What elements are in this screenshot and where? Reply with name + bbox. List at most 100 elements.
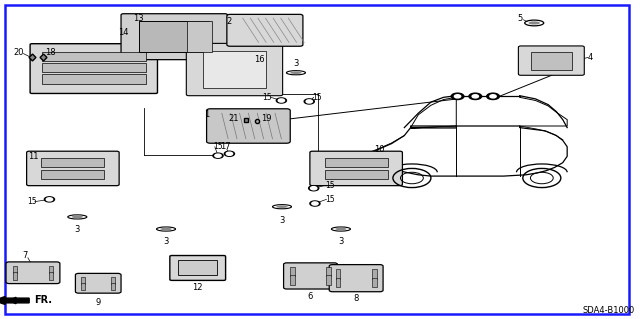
- Circle shape: [225, 151, 234, 156]
- Circle shape: [451, 93, 464, 100]
- Text: 9: 9: [95, 298, 101, 307]
- Bar: [111, 277, 115, 284]
- Bar: [111, 283, 115, 290]
- Text: 21: 21: [228, 114, 239, 122]
- Ellipse shape: [161, 228, 172, 230]
- Circle shape: [490, 95, 496, 98]
- Circle shape: [472, 95, 479, 98]
- Text: 3: 3: [163, 237, 169, 246]
- Bar: [372, 269, 376, 279]
- Circle shape: [469, 93, 482, 100]
- FancyBboxPatch shape: [30, 44, 157, 93]
- Bar: [203, 51, 266, 88]
- Text: 18: 18: [45, 48, 56, 57]
- Ellipse shape: [72, 216, 83, 218]
- Bar: [326, 276, 331, 285]
- Text: 15: 15: [312, 93, 322, 102]
- Bar: [372, 278, 376, 287]
- Bar: [326, 267, 331, 276]
- Ellipse shape: [276, 205, 288, 208]
- FancyBboxPatch shape: [284, 263, 337, 289]
- Bar: [42, 170, 104, 179]
- FancyArrow shape: [0, 297, 29, 304]
- Bar: [187, 21, 212, 52]
- FancyBboxPatch shape: [329, 265, 383, 292]
- Ellipse shape: [335, 228, 347, 230]
- Bar: [336, 278, 340, 287]
- Text: 3: 3: [339, 237, 344, 246]
- Bar: [336, 269, 340, 279]
- Bar: [81, 283, 85, 290]
- Bar: [42, 158, 104, 167]
- Bar: [178, 261, 217, 275]
- Text: 14: 14: [118, 28, 129, 37]
- Circle shape: [310, 201, 320, 206]
- Bar: [13, 266, 17, 273]
- Circle shape: [215, 154, 221, 157]
- Bar: [42, 52, 147, 61]
- Text: 19: 19: [261, 114, 271, 123]
- Circle shape: [276, 98, 287, 103]
- Text: 15: 15: [213, 142, 223, 151]
- FancyBboxPatch shape: [6, 262, 60, 284]
- Text: 15: 15: [262, 93, 272, 102]
- FancyBboxPatch shape: [518, 46, 584, 75]
- Text: 12: 12: [193, 283, 203, 292]
- FancyBboxPatch shape: [310, 151, 403, 186]
- Circle shape: [306, 100, 312, 103]
- Text: 3: 3: [293, 59, 299, 68]
- Circle shape: [44, 197, 54, 202]
- Text: FR.: FR.: [34, 295, 52, 306]
- Text: 7: 7: [22, 251, 28, 260]
- FancyBboxPatch shape: [227, 14, 303, 46]
- Text: 15: 15: [324, 181, 334, 189]
- Bar: [13, 272, 17, 280]
- Ellipse shape: [529, 21, 540, 25]
- FancyBboxPatch shape: [170, 256, 226, 280]
- Text: 8: 8: [353, 294, 359, 303]
- Bar: [531, 52, 572, 70]
- Bar: [140, 21, 209, 52]
- Bar: [324, 170, 388, 179]
- Bar: [81, 277, 85, 284]
- Text: 1: 1: [204, 110, 209, 119]
- Text: 5: 5: [517, 14, 522, 23]
- Circle shape: [454, 95, 461, 98]
- Bar: [290, 267, 295, 276]
- Text: 13: 13: [133, 14, 143, 23]
- Text: SDA4-B1000: SDA4-B1000: [582, 306, 634, 315]
- Text: 16: 16: [255, 56, 265, 64]
- Text: 17: 17: [220, 142, 230, 151]
- Bar: [42, 74, 147, 84]
- Circle shape: [304, 99, 314, 104]
- Circle shape: [486, 93, 499, 100]
- Circle shape: [278, 99, 285, 102]
- Text: 3: 3: [279, 216, 285, 225]
- Bar: [324, 158, 388, 167]
- Circle shape: [312, 202, 318, 205]
- Text: 11: 11: [28, 152, 38, 161]
- Text: 6: 6: [308, 292, 313, 300]
- Bar: [49, 266, 53, 273]
- Bar: [49, 272, 53, 280]
- FancyBboxPatch shape: [186, 43, 283, 96]
- Text: 15: 15: [27, 197, 36, 206]
- Bar: [290, 276, 295, 285]
- Bar: [42, 63, 147, 72]
- Circle shape: [213, 153, 223, 158]
- Circle shape: [310, 187, 317, 190]
- Circle shape: [308, 186, 319, 191]
- Circle shape: [226, 152, 232, 155]
- FancyBboxPatch shape: [27, 151, 119, 186]
- Circle shape: [46, 198, 52, 201]
- FancyBboxPatch shape: [207, 109, 291, 143]
- Text: 15: 15: [324, 195, 334, 204]
- Text: 4: 4: [588, 53, 593, 62]
- Text: 20: 20: [14, 48, 24, 57]
- Text: 3: 3: [75, 225, 80, 234]
- Text: 10: 10: [374, 145, 384, 154]
- Ellipse shape: [291, 71, 301, 74]
- FancyBboxPatch shape: [121, 14, 227, 60]
- FancyBboxPatch shape: [76, 273, 121, 293]
- Text: 2: 2: [227, 17, 232, 26]
